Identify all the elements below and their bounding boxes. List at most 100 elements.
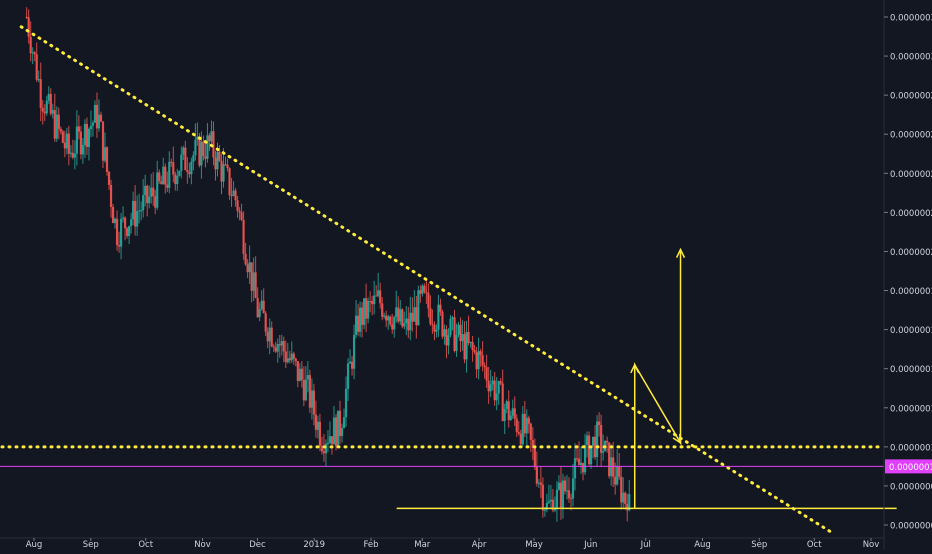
candle-body	[244, 253, 247, 265]
candle-body	[166, 184, 169, 188]
candle-body	[312, 390, 315, 415]
candle-body	[91, 122, 95, 126]
candle-body	[158, 172, 161, 182]
candle-body	[445, 329, 448, 346]
candle-body	[507, 401, 510, 421]
candle-body	[216, 151, 219, 170]
candle-body	[545, 502, 548, 510]
candle-body	[401, 309, 404, 327]
candle-body	[290, 353, 293, 361]
candles-layer	[25, 7, 631, 522]
candle-body	[579, 462, 583, 466]
candle-body	[409, 312, 412, 331]
candle-body	[557, 482, 561, 490]
candle-body	[264, 313, 267, 332]
candle-body	[286, 358, 289, 363]
candle-body	[260, 300, 263, 309]
candle-body	[67, 133, 70, 154]
candle-body	[248, 262, 251, 273]
candle-body	[583, 444, 587, 473]
candle-body	[278, 344, 281, 346]
candle-body	[324, 443, 328, 454]
candle-body	[547, 501, 550, 503]
candle-body	[121, 217, 125, 219]
candle-body	[266, 331, 269, 342]
candle-body	[296, 361, 299, 381]
x-tick-label: Mar	[414, 540, 431, 550]
candle-body	[509, 415, 512, 421]
candle-body	[77, 126, 80, 132]
candle-body	[381, 303, 384, 317]
candle-body	[427, 292, 430, 309]
candle-body	[519, 433, 522, 445]
annotations-layer	[0, 25, 897, 534]
candle-body	[190, 161, 193, 175]
x-tick-label: Oct	[807, 540, 822, 550]
candle-body	[300, 368, 303, 381]
candle-body	[117, 245, 121, 247]
candle-body	[405, 318, 408, 324]
candle-body	[43, 111, 46, 114]
candle-body	[142, 195, 145, 211]
candle-body	[581, 462, 585, 473]
x-tick-label: Dec	[249, 540, 266, 550]
candle-body	[622, 492, 625, 503]
candle-body	[170, 161, 173, 163]
candle-body	[132, 200, 135, 220]
candle-body	[130, 219, 133, 227]
candle-body	[413, 307, 416, 322]
candle-body	[31, 52, 34, 54]
candle-body	[292, 353, 295, 359]
candle-body	[27, 17, 30, 37]
candle-body	[367, 301, 370, 319]
candle-body	[447, 335, 450, 346]
candle-body	[487, 380, 490, 392]
candle-body	[204, 156, 207, 159]
candle-body	[624, 492, 627, 504]
candle-body	[51, 110, 54, 114]
candle-body	[262, 300, 265, 314]
candle-body	[421, 285, 424, 294]
candle-body	[403, 323, 406, 327]
x-tick-label: Sep	[751, 540, 767, 550]
candle-body	[274, 347, 277, 352]
candle-body	[138, 210, 141, 212]
candle-body	[511, 408, 514, 416]
candle-body	[200, 141, 203, 166]
candle-body	[238, 210, 241, 213]
candle-body	[126, 228, 129, 236]
candle-body	[477, 351, 480, 370]
candle-body	[156, 172, 159, 208]
y-tick-label: 0.00000015	[890, 365, 932, 375]
candle-body	[593, 436, 597, 458]
candle-body	[232, 190, 235, 196]
candle-body	[525, 417, 528, 434]
candle-body	[497, 381, 500, 394]
candle-body	[39, 79, 42, 108]
candle-body	[589, 446, 593, 465]
candle-body	[608, 442, 611, 477]
candle-body	[363, 298, 366, 325]
candle-body	[365, 298, 368, 319]
current-price-label: 0.00000010	[889, 463, 932, 473]
candle-body	[340, 428, 344, 437]
candle-body	[411, 312, 414, 322]
candle-body	[433, 324, 436, 332]
candle-body	[334, 417, 338, 447]
candle-body	[250, 262, 253, 291]
candle-body	[47, 93, 50, 101]
candle-body	[103, 147, 107, 161]
candle-body	[443, 329, 446, 337]
candle-body	[258, 308, 261, 318]
candle-body	[308, 375, 311, 408]
x-tick-label: May	[525, 540, 543, 550]
candle-body	[318, 421, 322, 447]
candle-body	[397, 307, 400, 322]
candle-body	[481, 355, 484, 366]
candle-body	[521, 413, 524, 445]
candle-body	[282, 341, 285, 352]
candle-body	[280, 341, 283, 346]
candle-body	[49, 93, 52, 114]
candle-body	[527, 417, 530, 424]
